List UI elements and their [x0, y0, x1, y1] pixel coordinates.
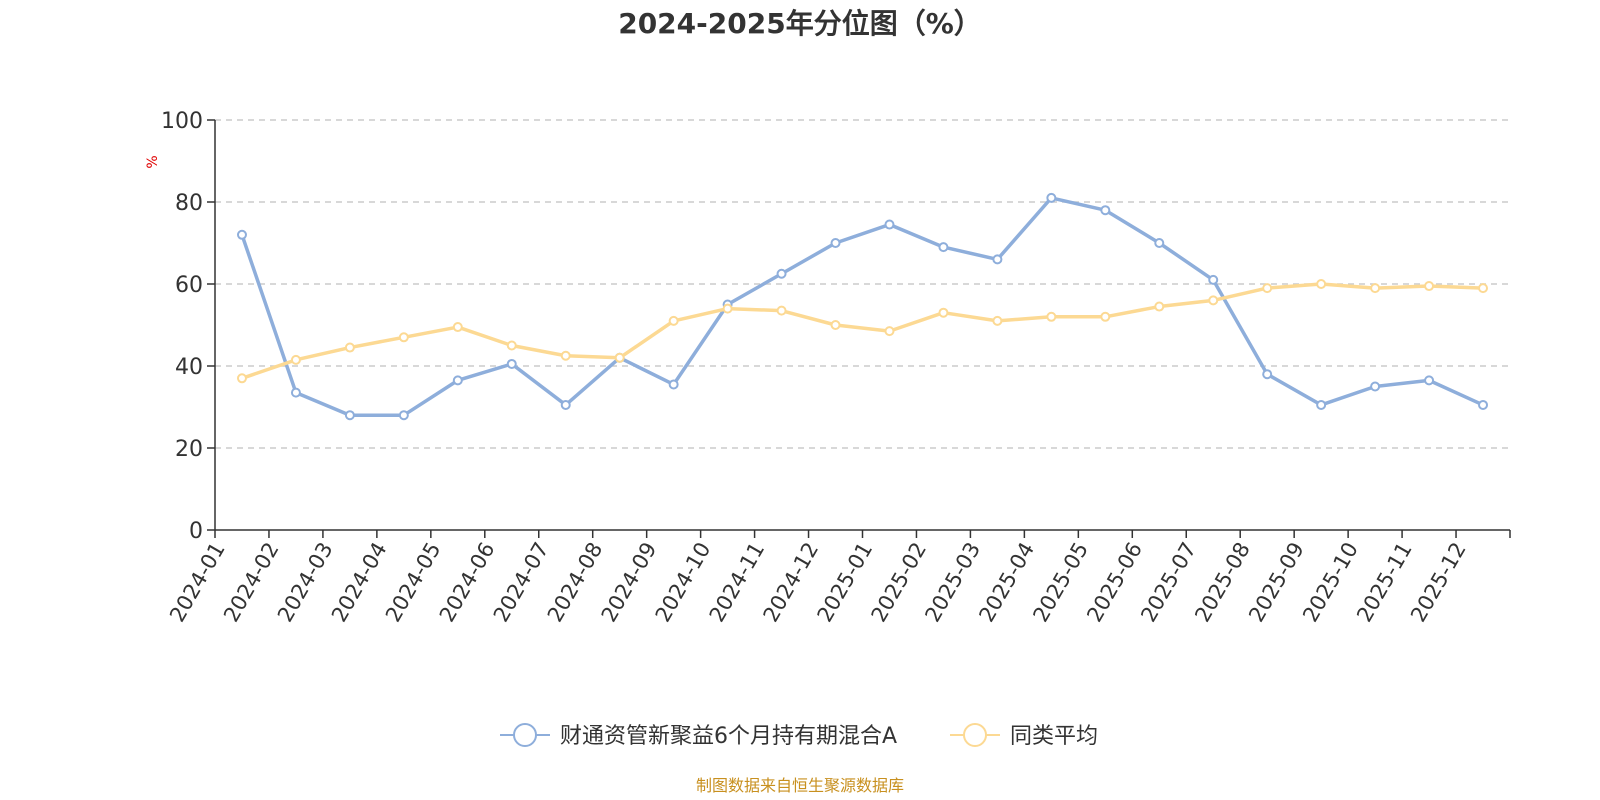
y-tick-label: 20 — [175, 437, 203, 462]
series-2-point — [668, 315, 679, 326]
series-1-point — [776, 268, 787, 279]
series-2-point — [506, 340, 517, 351]
series-2-point — [1478, 283, 1489, 294]
series-1-point — [1100, 205, 1111, 216]
series-2-point — [830, 320, 841, 330]
series-1-point — [290, 387, 301, 398]
legend: 财通资管新聚益6个月持有期混合A 同类平均 — [500, 723, 1098, 749]
series-1-point — [884, 219, 895, 230]
series-1-point — [1208, 274, 1219, 285]
series-2-point — [560, 350, 571, 361]
y-tick-label: 40 — [175, 355, 203, 380]
y-tick-label: 80 — [175, 191, 203, 216]
series-line-1 — [240, 196, 1485, 417]
series-1-point — [938, 242, 949, 253]
series-2-point — [1208, 295, 1219, 306]
x-tick-labels: 2024-012024-022024-032024-042024-052024-… — [165, 538, 1471, 626]
series-2-point — [722, 303, 733, 314]
y-tick-labels: 0 20 40 60 80 100 — [161, 109, 203, 544]
series-2-point — [236, 373, 247, 384]
axes — [207, 119, 1511, 538]
y-tick-label: 0 — [189, 519, 203, 544]
series-line-2 — [240, 282, 1485, 381]
data-source-note: 制图数据来自恒生聚源数据库 — [696, 776, 904, 795]
y-tick-label: 60 — [175, 273, 203, 298]
series-1-point — [1316, 399, 1327, 410]
series-2-point — [398, 332, 409, 343]
series-1-point — [236, 229, 247, 240]
series-1-point — [452, 375, 463, 386]
series-1-point — [1424, 375, 1435, 386]
series-1-point — [1478, 399, 1489, 410]
series-2-point — [452, 322, 463, 333]
series-2-point — [344, 342, 355, 353]
legend-label-2: 同类平均 — [1010, 724, 1098, 749]
series-1-point — [560, 399, 571, 410]
series-2-point — [1370, 283, 1381, 294]
series-2-point — [938, 307, 949, 318]
legend-marker-1 — [513, 723, 537, 747]
legend-marker-2 — [963, 723, 987, 747]
series-1-point — [1154, 238, 1165, 248]
series-group — [236, 192, 1489, 421]
grid-lines — [215, 119, 1510, 449]
series-2-point — [1262, 283, 1273, 294]
series-1-point — [1370, 381, 1381, 392]
legend-label-1: 财通资管新聚益6个月持有期混合A — [560, 724, 897, 749]
series-2-point — [1424, 281, 1435, 292]
series-2-point — [1154, 301, 1165, 312]
series-2-point — [614, 352, 625, 363]
series-1-point — [1046, 192, 1057, 203]
series-2-point — [1316, 279, 1327, 289]
series-2-point — [776, 305, 787, 316]
series-2-point — [1046, 311, 1057, 322]
y-axis-unit: % — [145, 155, 161, 168]
series-1-point — [506, 358, 517, 369]
series-2-point — [884, 326, 895, 337]
series-1-point — [398, 410, 409, 421]
chart-title: 2024-2025年分位图（%） — [618, 7, 982, 40]
y-tick-label: 100 — [161, 109, 203, 134]
series-1-point — [344, 410, 355, 421]
series-2-point — [290, 354, 301, 365]
series-1-point — [668, 379, 679, 390]
series-1-point — [992, 254, 1003, 265]
series-1-point — [1262, 369, 1273, 380]
series-2-point — [1100, 311, 1111, 322]
series-1-point — [830, 238, 841, 248]
series-2-point — [992, 315, 1003, 326]
